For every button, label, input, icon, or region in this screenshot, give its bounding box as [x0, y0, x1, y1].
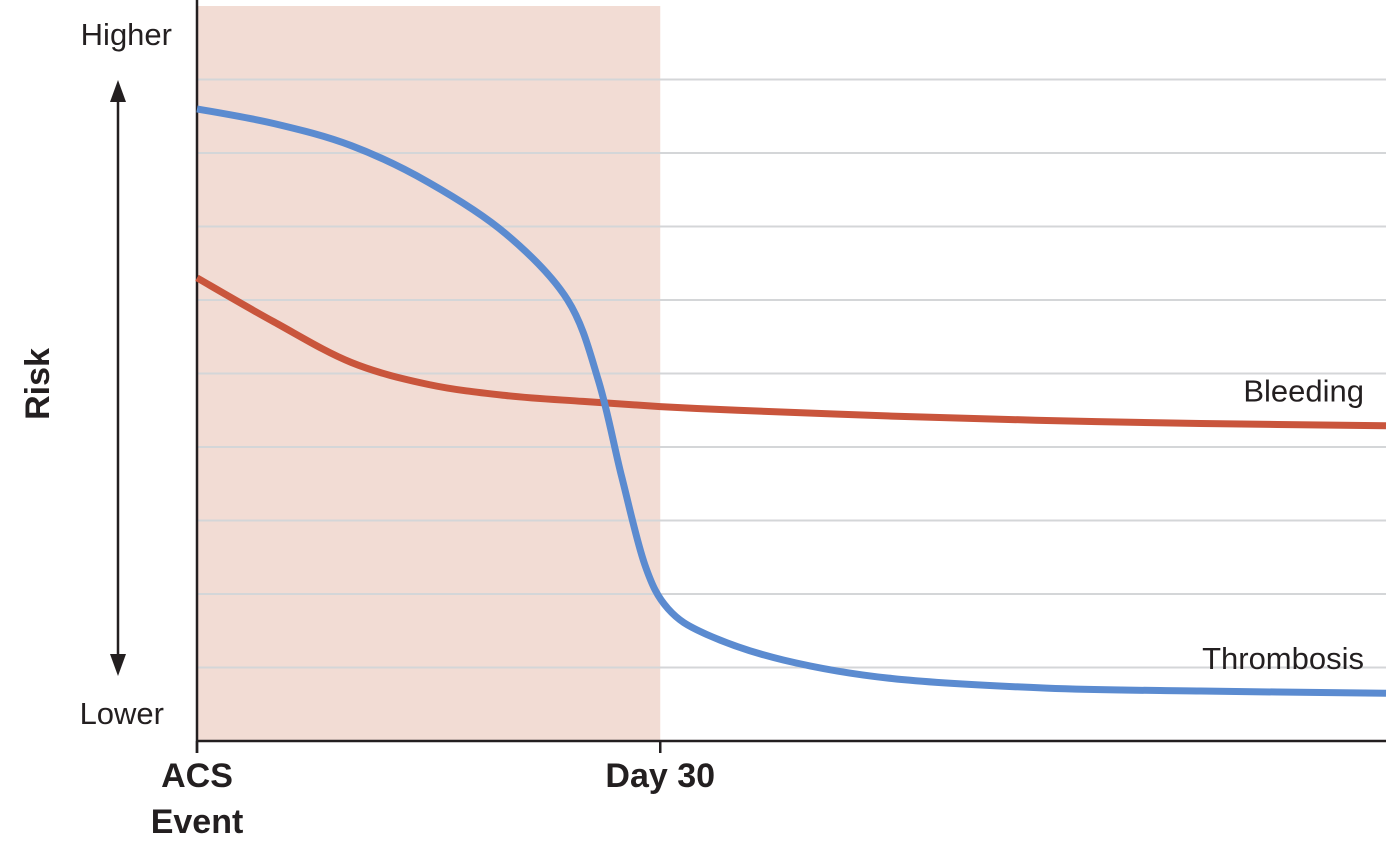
bleeding-label: Bleeding: [1243, 374, 1364, 409]
series-labels: Thrombosis Bleeding: [1202, 374, 1364, 677]
y-axis-label: Risk: [19, 348, 57, 420]
x-tick-labels: ACS Event Day 30: [151, 757, 715, 841]
gridlines: [197, 78, 1386, 669]
arrow-down-icon: [110, 654, 126, 676]
thrombosis-line: [196, 105, 1387, 697]
y-tick-lower: Lower: [80, 696, 164, 731]
arrow-up-icon: [110, 80, 126, 102]
series-lines: [195, 105, 1387, 697]
risk-double-arrow: [110, 80, 126, 676]
x-tick-marks: [195, 741, 662, 753]
thrombosis-label: Thrombosis: [1202, 641, 1364, 676]
bleeding-line: [195, 274, 1387, 430]
x-tick-label: Day 30: [605, 757, 715, 795]
x-tick-label: ACS Event: [151, 757, 244, 841]
y-tick-higher: Higher: [81, 17, 172, 52]
